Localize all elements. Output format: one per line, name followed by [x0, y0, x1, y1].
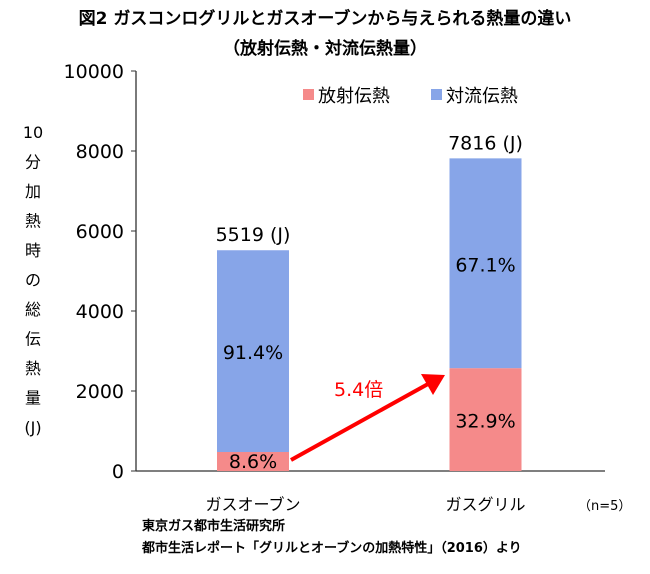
chart-title: 図2 ガスコンログリルとガスオーブンから与えられる熱量の違い — [79, 8, 572, 29]
legend: 放射伝熱 対流伝熱 — [303, 86, 518, 107]
total-label: 7816 (J) — [448, 132, 523, 154]
increase-arrow-head — [421, 374, 445, 395]
y-axis-label-char: 10 — [23, 123, 43, 142]
segment-percent-label: 67.1% — [455, 254, 515, 276]
bar-segment-convection — [449, 158, 522, 369]
bar-segment-convection — [217, 250, 289, 452]
y-axis-label-char: (J) — [24, 418, 41, 437]
segment-percent-label: 91.4% — [223, 342, 283, 364]
segment-percent-label: 32.9% — [455, 411, 515, 433]
y-tick-label: 0 — [112, 461, 124, 483]
y-axis-label-char: 伝 — [25, 330, 41, 349]
y-axis-label-char: 総 — [25, 300, 41, 319]
y-axis-label-char: 熱 — [25, 212, 41, 231]
source-line-1: 東京ガス都市生活研究所 — [142, 518, 285, 534]
y-tick-label: 8000 — [76, 141, 124, 163]
y-tick-label: 6000 — [76, 221, 124, 243]
y-axis-label-char: 加 — [25, 182, 41, 201]
y-tick-label: 4000 — [76, 301, 124, 323]
sample-size-note: （n=5） — [578, 499, 631, 514]
x-category-label: ガスグリル — [445, 495, 525, 514]
ratio-annotation: 5.4倍 — [334, 379, 383, 401]
x-category-label: ガスオーブン — [205, 495, 300, 514]
legend-swatch — [303, 89, 314, 100]
legend-swatch — [431, 89, 442, 100]
legend-label: 放射伝熱 — [318, 86, 390, 107]
chart-subtitle: （放射伝熱・対流伝熱量） — [223, 38, 427, 59]
y-tick-label: 10000 — [64, 61, 124, 83]
source-line-2: 都市生活レポート「グリルとオーブンの加熱特性」（2016）より — [141, 540, 522, 556]
total-label: 5519 (J) — [216, 224, 291, 246]
y-axis-label-char: 時 — [25, 241, 41, 260]
y-axis-label-char: の — [25, 271, 41, 290]
bar-segment-radiation — [217, 452, 289, 471]
legend-label: 対流伝熱 — [446, 86, 518, 107]
bar-segment-radiation — [449, 368, 522, 471]
y-axis-label-char: 量 — [25, 389, 41, 408]
y-axis-label-char: 熱 — [25, 359, 41, 378]
annotation: 5.4倍 — [290, 374, 445, 462]
y-axis-label-char: 分 — [25, 153, 41, 172]
y-tick-label: 2000 — [76, 381, 124, 403]
increase-arrow-line — [290, 382, 429, 462]
segment-percent-label: 8.6% — [229, 451, 277, 473]
